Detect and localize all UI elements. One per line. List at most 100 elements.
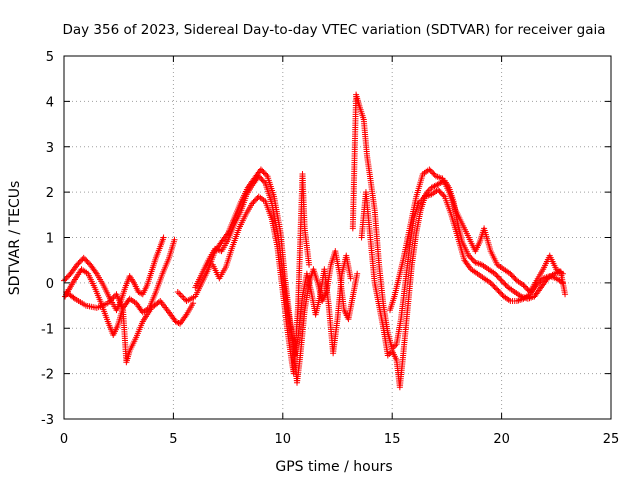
data-point [174,288,181,295]
data-point [429,169,436,176]
data-point [177,291,184,298]
x-tick-label: 0 [60,432,68,447]
data-point [511,274,518,281]
data-point [495,274,502,281]
data-point [498,290,505,297]
axis-ticks: 0 5 10 15 20 25 -3 -2 -1 0 1 2 3 4 5 [41,50,619,447]
data-point [263,171,270,178]
data-point [257,174,264,181]
data-point [261,170,268,177]
data-point [260,178,267,185]
y-tick-label: 5 [46,50,54,65]
data-point [84,259,91,266]
data-point [76,259,83,266]
data-point [497,276,504,283]
data-point [260,169,267,176]
data-point [523,284,530,291]
data-point [498,277,505,284]
data-point [524,286,531,293]
data-point [499,278,506,285]
y-tick-label: 3 [46,141,54,156]
data-point [426,166,433,173]
data-point [258,175,265,182]
data-point [468,255,475,262]
data-point [494,286,501,293]
data-point [430,170,437,177]
data-point [259,177,266,184]
data-point [171,236,178,243]
data-point [70,294,77,301]
series-trace-e [192,173,354,359]
data-point [75,260,82,267]
data-point [495,288,502,295]
data-point [175,319,182,326]
data-point [437,189,444,196]
data-point [502,281,509,288]
series-trace-i [387,166,566,314]
x-axis-label: GPS time / hours [275,459,392,475]
y-tick-label: 0 [46,277,54,292]
data-point [250,199,257,206]
data-point [176,290,183,297]
data-point [467,254,474,261]
y-tick-label: -2 [41,368,54,383]
data-point [160,234,167,241]
data-point [469,256,476,263]
data-point [492,270,499,277]
data-point [427,167,434,174]
data-point [491,283,498,290]
y-tick-label: 1 [46,232,54,247]
data-point [253,196,260,203]
y-tick-label: -1 [41,322,54,337]
data-point [559,270,566,277]
data-point [74,261,81,268]
series-trace-b [62,236,178,339]
series-trace-h [358,186,566,391]
x-tick-label: 20 [493,432,510,447]
data-point [435,186,442,193]
data-point [436,188,443,195]
data-point [64,273,71,280]
series-trace-d [174,166,361,386]
data-point [508,272,515,279]
data-point [493,272,500,279]
data-point [488,281,495,288]
data-point [562,291,569,298]
data-point [63,274,70,281]
data-point [520,282,527,289]
data-point [251,197,258,204]
data-point [492,285,499,292]
y-tick-label: 2 [46,186,54,201]
data-series [61,91,569,391]
x-tick-label: 10 [275,432,292,447]
data-point [487,279,494,286]
data-point [190,300,197,307]
data-point [507,270,514,277]
data-point [501,280,508,287]
data-point [439,190,446,197]
y-axis-label: SDTVAR / TECUs [7,181,23,296]
data-point [494,273,501,280]
series-trace-a [61,234,167,314]
data-point [257,166,264,173]
x-tick-label: 5 [169,432,177,447]
data-point [347,275,354,282]
data-point [306,261,313,268]
data-point [496,289,503,296]
data-point [179,293,186,300]
data-point [354,270,361,277]
data-point [78,257,85,264]
series-trace-f [209,170,313,377]
y-tick-label: 4 [46,95,54,110]
data-point [509,273,516,280]
x-tick-label: 25 [603,432,620,447]
grid [64,56,611,419]
data-point [559,279,566,286]
y-tick-label: -3 [41,413,54,428]
series-trace-c [63,288,197,366]
data-point [465,252,472,259]
data-point [255,173,262,180]
data-point [62,276,69,283]
data-point [249,200,256,207]
